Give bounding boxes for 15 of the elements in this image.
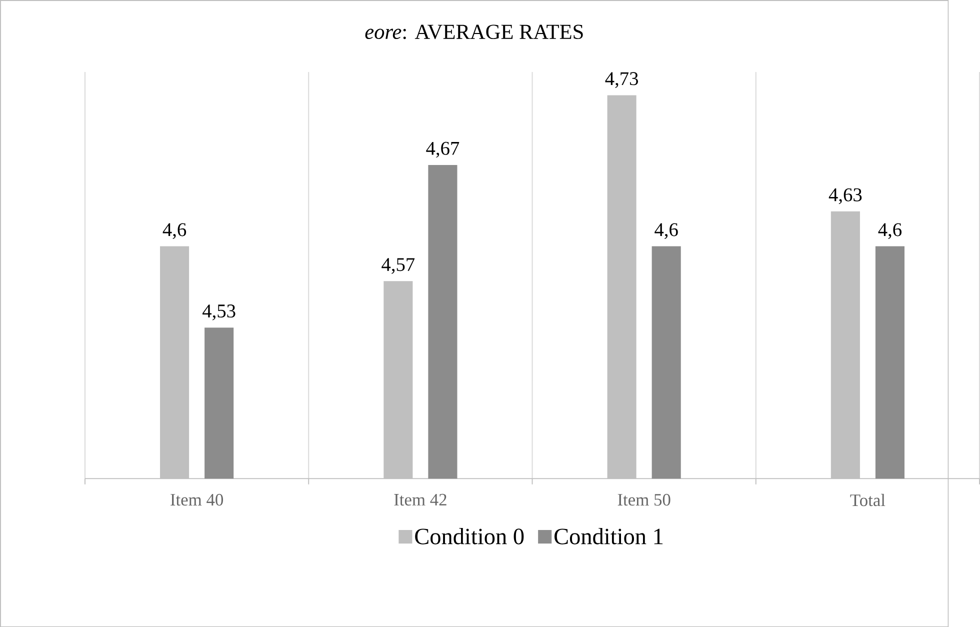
legend-label: Condition 0 — [415, 528, 524, 544]
data-label: 4,57 — [382, 258, 415, 274]
chart-title: eore: AVERAGE RATES — [365, 24, 583, 39]
data-label: 4,73 — [605, 72, 638, 88]
data-label: 4,67 — [426, 142, 460, 158]
data-label: 4,53 — [202, 304, 236, 320]
x-tick-label: Item 42 — [394, 494, 446, 506]
data-label: 4,6 — [162, 223, 186, 239]
x-tick-label: Total — [850, 494, 886, 506]
x-tick-label: Item 50 — [618, 494, 670, 506]
data-label: 4,63 — [828, 188, 862, 204]
legend-label: Condition 1 — [554, 528, 663, 544]
x-tick-label: Item 40 — [170, 494, 224, 506]
data-label: 4,6 — [878, 223, 902, 239]
data-label: 4,6 — [654, 223, 678, 239]
